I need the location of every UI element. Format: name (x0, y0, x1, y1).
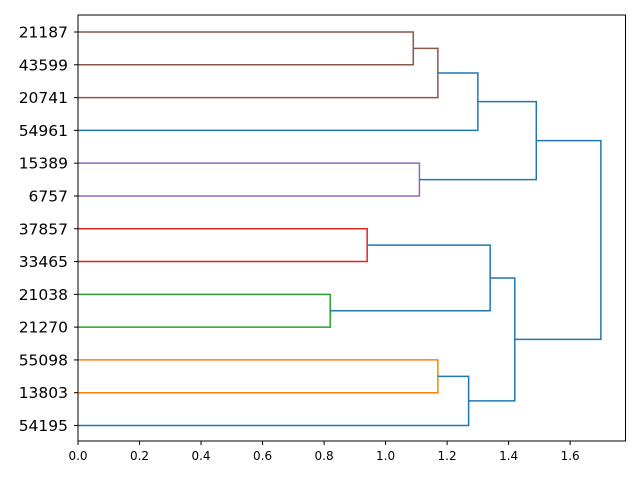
x-tick-label: 0.8 (315, 449, 334, 463)
leaf-label: 54195 (19, 417, 68, 435)
x-tick-label: 0.4 (191, 449, 210, 463)
leaf-label: 37857 (19, 220, 68, 238)
x-tick-label: 1.4 (499, 449, 518, 463)
x-tick-label: 0.6 (253, 449, 272, 463)
leaf-label: 13803 (19, 384, 68, 402)
leaf-label: 33465 (19, 253, 68, 271)
leaf-label: 43599 (19, 56, 68, 74)
leaf-label: 21038 (19, 286, 68, 304)
leaf-label: 54961 (19, 122, 68, 140)
y-axis: 21187 43599 20741 54961 15389 6757 37857 33465 2… (19, 24, 78, 435)
leaf-label: 20741 (19, 89, 68, 107)
leaf-label: 15389 (19, 155, 68, 173)
dendrogram-link-10 (78, 375, 470, 427)
leaf-label: 55098 (19, 351, 68, 369)
x-tick-label: 0.2 (130, 449, 149, 463)
dendrogram-link-7 (78, 293, 331, 328)
dendrogram-link-3 (78, 72, 479, 132)
x-tick-label: 0.0 (68, 449, 87, 463)
leaf-label: 21187 (19, 24, 68, 42)
dendrogram-link-8 (330, 244, 491, 312)
dendrogram-link-1 (78, 31, 415, 66)
x-axis: 0.0 0.2 0.4 0.6 0.8 1.0 1.2 1.4 1.6 (68, 441, 580, 463)
leaf-label: 21270 (19, 319, 68, 337)
dendrogram-link-11 (468, 277, 516, 402)
dendrogram-link-4 (78, 162, 421, 197)
leaf-label: 6757 (29, 187, 68, 205)
dendrogram-link-12 (514, 139, 602, 341)
x-tick-label: 1.0 (376, 449, 395, 463)
dendrogram-link-6 (78, 228, 368, 263)
dendrogram-link-9 (78, 359, 439, 394)
x-tick-label: 1.6 (561, 449, 580, 463)
dendrogram-link-2 (78, 47, 439, 99)
x-tick-label: 1.2 (438, 449, 457, 463)
dendrogram-links (78, 31, 602, 427)
plot-frame (77, 14, 626, 442)
